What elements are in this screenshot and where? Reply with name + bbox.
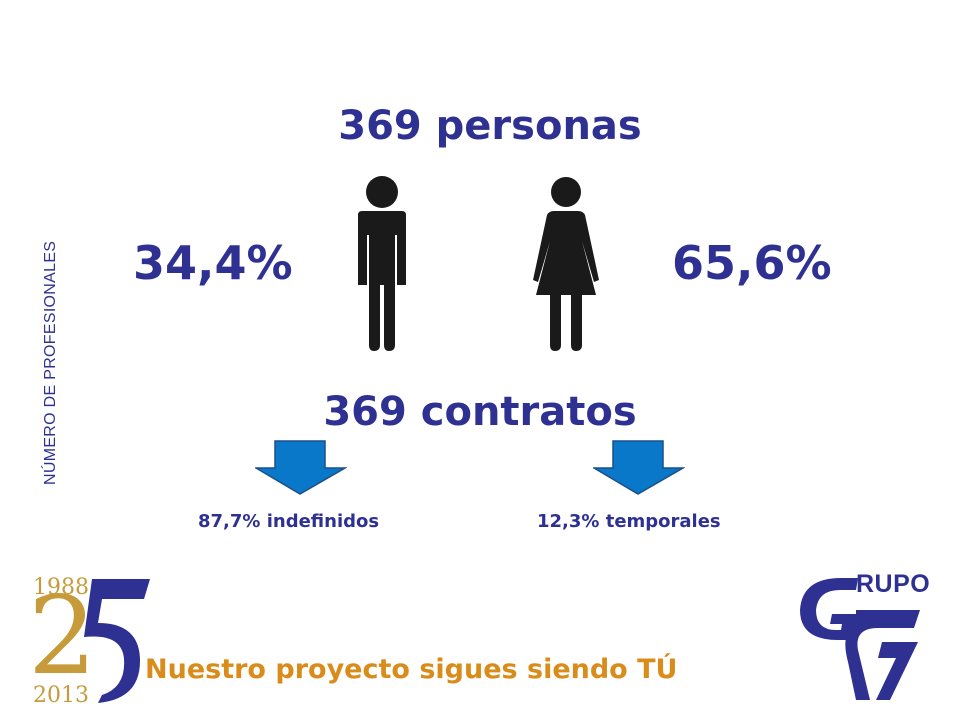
side-label: NÚMERO DE PROFESIONALES: [42, 240, 59, 485]
indefinidos-label: 87,7% indefinidos: [198, 511, 380, 532]
female-percent: 65,6%: [672, 236, 832, 290]
headline-contratos: 369 contratos: [323, 389, 637, 435]
woman-icon: [533, 177, 599, 351]
grupo-logo: RUPO: [796, 570, 930, 705]
man-icon: [358, 176, 406, 351]
male-percent: 34,4%: [133, 236, 293, 290]
anniversary-five: [84, 579, 150, 703]
year-start: 1988: [33, 575, 89, 600]
arrow-down-icon: [593, 440, 685, 495]
temporales-label: 12,3% temporales: [537, 511, 721, 532]
year-end: 2013: [33, 683, 89, 708]
headline-personas: 369 personas: [338, 103, 642, 149]
anniversary-logo: 1988 2 2013: [28, 575, 153, 710]
grupo-logo-text: RUPO: [856, 570, 931, 598]
tagline: Nuestro proyecto sigues siendo TÚ: [145, 654, 678, 685]
arrow-down-icon: [255, 440, 347, 495]
grupo-logo-mark: [800, 578, 920, 700]
